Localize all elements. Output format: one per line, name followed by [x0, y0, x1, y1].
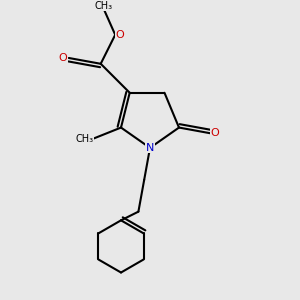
- Text: O: O: [211, 128, 220, 138]
- Text: CH₃: CH₃: [76, 134, 94, 144]
- Text: O: O: [115, 30, 124, 40]
- Text: N: N: [146, 143, 154, 153]
- Text: O: O: [59, 53, 68, 63]
- Text: CH₃: CH₃: [94, 1, 113, 11]
